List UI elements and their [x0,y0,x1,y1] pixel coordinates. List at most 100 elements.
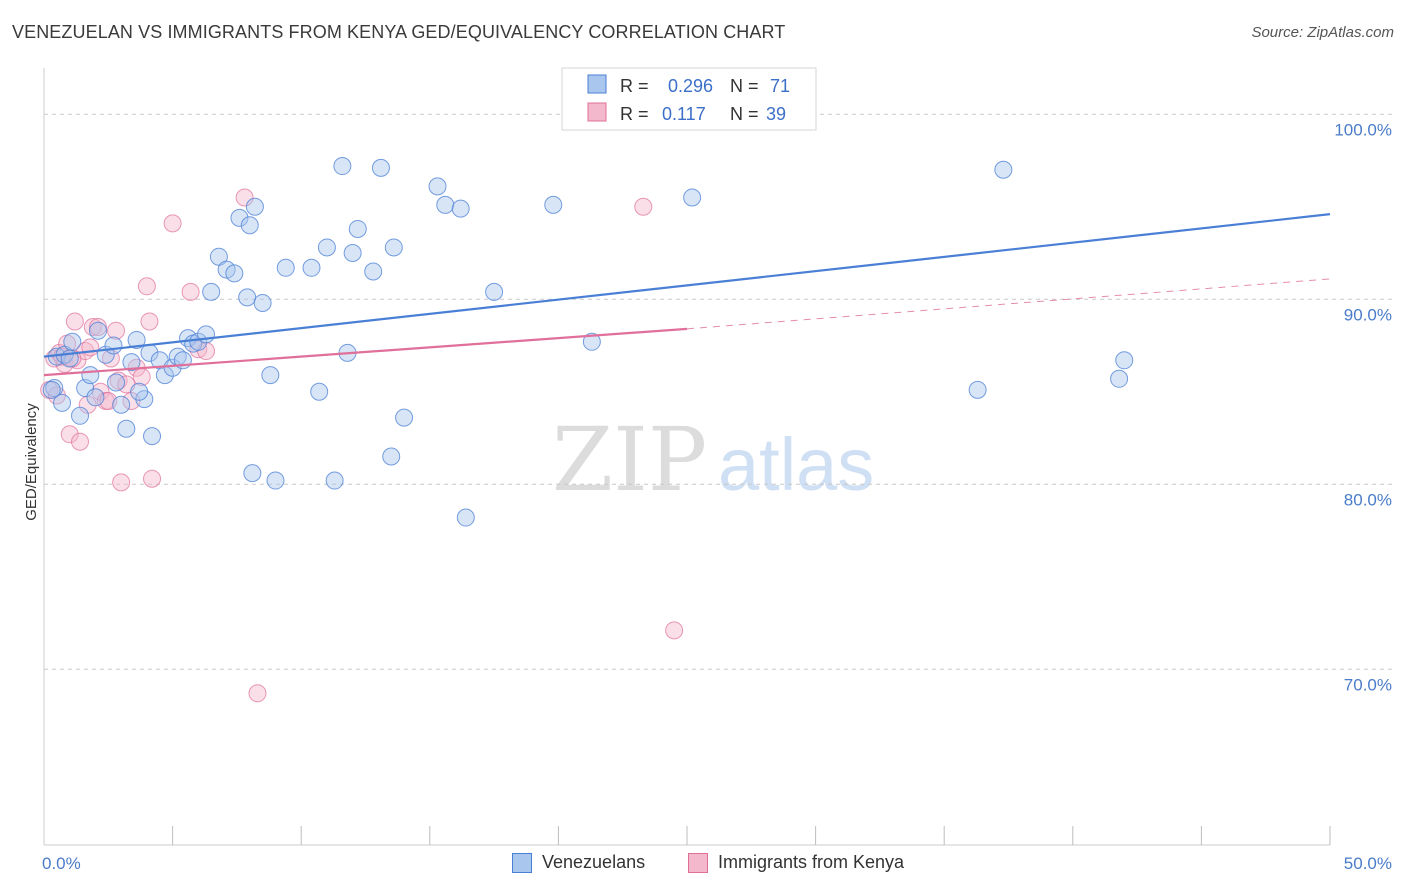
venezuelan-point-28 [189,332,208,351]
venezuelan-point-9 [86,388,105,407]
venezuelan-point-50 [395,408,414,427]
venezuelan-point-16 [122,353,141,372]
kenya-point-30 [181,282,200,301]
kenya-point-14 [89,318,108,336]
legend-r-label-2: R = [620,104,649,124]
x-tick-label-1: 50.0% [1344,854,1392,873]
venezuelan-point-46 [348,219,367,238]
venezuelan-point-30 [202,282,221,301]
y-tick-label-1: 90.0% [1344,305,1392,324]
venezuelan-point-33 [225,264,244,283]
y-axis-title: GED/Equivalency [23,403,40,521]
legend-r-value-2: 0.117 [662,104,706,124]
x-tick-label-0: 0.0% [42,854,81,873]
kenya-point-36 [665,621,684,640]
y-tick-label-3: 70.0% [1344,675,1392,694]
legend-label-kenya: Immigrants from Kenya [718,852,905,872]
legend-box: R = 0.296 N = 71 R = 0.117 N = 39 [561,67,817,131]
venezuelan-point-20 [143,427,162,446]
y-tick-label-0: 100.0% [1334,120,1392,139]
venezuelan-point-49 [384,238,403,257]
venezuelan-point-8 [81,366,100,385]
venezuelan-point-14 [112,395,131,414]
venezuelan-point-40 [302,258,321,277]
legend-n-label-1: N = [730,76,759,96]
venezuelan-point-12 [104,336,123,355]
x-axis-tick-labels: 0.0% 50.0% [42,854,1392,873]
venezuelan-point-61 [1110,369,1129,388]
trend-lines [43,213,1331,377]
venezuelan-point-63 [240,216,259,235]
venezuelan-point-56 [582,332,601,351]
kenya-point-26 [137,277,156,296]
trend-line-venezuelans [43,213,1331,358]
venezuelan-point-65 [266,471,285,490]
venezuelan-point-26 [179,329,198,348]
venezuelan-point-38 [261,366,280,385]
venezuelan-point-51 [428,177,447,196]
venezuelan-point-48 [371,158,390,177]
legend-item-venezuelans: Venezuelans [512,852,645,873]
venezuelan-point-36 [245,197,264,216]
venezuelan-point-5 [63,332,82,351]
kenya-point-33 [235,188,254,207]
venezuelan-point-23 [163,358,182,377]
kenya-point-6 [60,425,79,444]
venezuelan-point-6 [71,406,90,425]
y-axis-tick-labels: 100.0% 90.0% 80.0% 70.0% [1334,120,1392,694]
venezuelan-point-41 [310,382,329,401]
legend-item-kenya: Immigrants from Kenya [688,852,904,873]
x-axis-ticks [172,826,1331,845]
venezuelan-point-37 [253,293,272,312]
legend-r-value-1: 0.296 [668,76,713,96]
legend-swatch-venezuelans [587,74,607,94]
venezuelan-point-64 [130,382,149,401]
venezuelan-point-55 [544,195,563,214]
venezuelan-point-43 [333,157,352,176]
legend-label-venezuelans: Venezuelans [542,852,646,872]
legend-r-label-1: R = [620,76,649,96]
venezuelan-point-54 [485,282,504,301]
kenya-point-12 [81,338,100,357]
venezuelan-point-34 [230,208,249,227]
kenya-point-25 [132,367,151,386]
venezuelan-point-59 [994,160,1013,179]
kenya-point-15 [91,382,110,401]
venezuelan-point-47 [364,262,383,281]
trend-line-kenya-extension [686,278,1331,330]
series-venezuelans-points [42,103,1134,527]
kenya-point-28 [143,469,162,488]
venezuelan-point-0 [45,379,64,398]
watermark-atlas: atlas [718,423,874,506]
venezuelan-point-10 [89,321,108,340]
kenya-point-9 [71,432,90,451]
venezuelan-point-68 [382,447,401,466]
venezuelan-point-45 [343,244,362,262]
legend-n-value-1: 71 [770,76,790,96]
y-tick-label-2: 80.0% [1344,490,1392,509]
venezuelan-point-2 [53,393,72,412]
trend-line-kenya [43,327,688,377]
venezuelan-point-13 [107,373,126,392]
kenya-point-35 [634,197,653,216]
venezuelan-point-67 [456,508,475,527]
legend-n-value-2: 39 [766,104,786,124]
venezuelan-point-53 [451,199,470,218]
kenya-point-7 [65,312,84,331]
venezuelan-point-60 [968,380,987,399]
venezuelan-point-35 [238,288,257,307]
venezuelan-point-70 [42,380,61,399]
kenya-point-34 [248,684,267,703]
kenya-point-31 [189,340,208,359]
chart-title: VENEZUELAN VS IMMIGRANTS FROM KENYA GED/… [12,22,786,42]
legend-swatch-kenya-bottom [688,852,708,873]
watermark: ZIP atlas [552,408,874,511]
legend-swatch-venezuelans-bottom [512,852,532,873]
kenya-point-27 [140,312,159,331]
watermark-zip: ZIP [552,408,707,511]
bottom-legend: Venezuelans Immigrants from Kenya [0,852,1406,878]
venezuelan-point-15 [117,419,136,438]
kenya-point-21 [112,473,131,492]
venezuelan-point-52 [436,195,455,214]
